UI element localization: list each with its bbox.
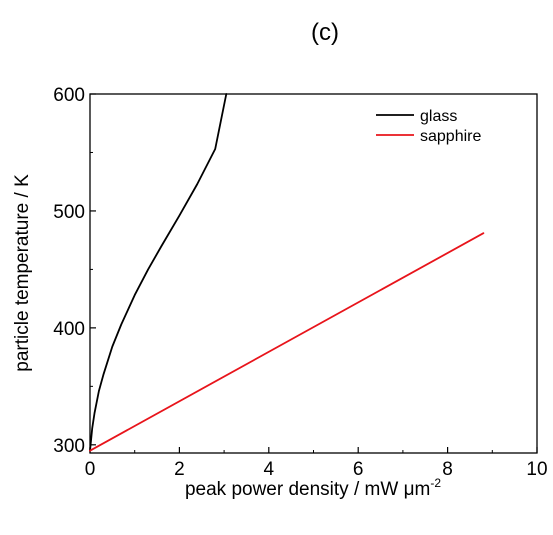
axis-ticks <box>89 93 538 453</box>
panel-label: (c) <box>311 19 339 46</box>
legend-label-sapphire: sapphire <box>420 128 481 145</box>
series-line-sapphire <box>89 232 485 452</box>
legend-label-glass: glass <box>420 108 457 125</box>
plot-frame <box>89 93 538 454</box>
x-tick-label: 10 <box>526 459 547 480</box>
y-axis-label: particle temperature / K <box>12 174 33 372</box>
x-axis-label: peak power density / mW μm-2 <box>185 476 441 500</box>
y-tick-label: 300 <box>53 436 85 457</box>
y-tick-label: 400 <box>53 319 85 340</box>
x-tick-label: 2 <box>174 459 185 480</box>
x-tick-label: 8 <box>442 459 453 480</box>
x-tick-label: 0 <box>85 459 96 480</box>
series-line-glass <box>89 93 228 452</box>
series-layer <box>89 93 485 452</box>
y-tick-label: 600 <box>53 85 85 106</box>
legend: glass sapphire <box>376 108 481 145</box>
y-tick-label: 500 <box>53 202 85 223</box>
x-tick-label: 6 <box>353 459 364 480</box>
axis-tick-labels: 0 2 4 6 8 10 300 400 500 600 <box>53 85 547 480</box>
x-tick-label: 4 <box>264 459 275 480</box>
